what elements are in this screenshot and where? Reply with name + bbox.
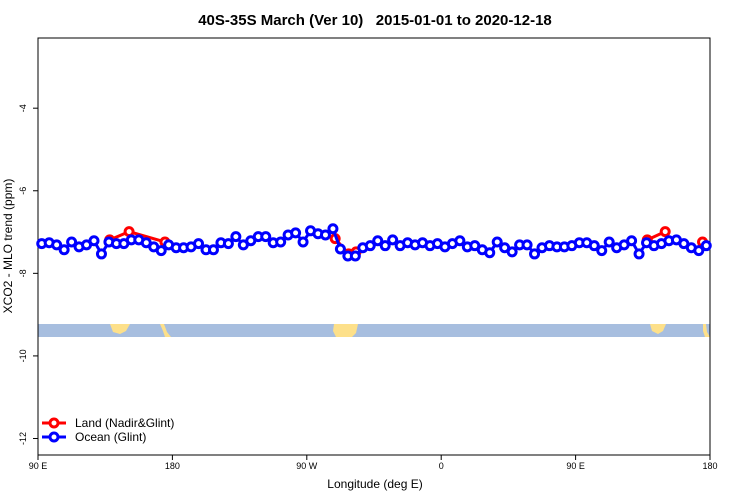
x-tick-label: 90 E	[566, 461, 585, 471]
point	[596, 245, 608, 257]
y-tick-label: -10	[18, 349, 28, 362]
point	[379, 240, 391, 252]
point	[193, 238, 205, 250]
x-tick-label: 90 W	[296, 461, 318, 471]
y-tick-label: -4	[18, 104, 28, 112]
point	[603, 236, 615, 248]
point	[626, 235, 638, 247]
land-patch	[110, 324, 130, 334]
x-tick-label: 90 E	[29, 461, 48, 471]
legend-label: Land (Nadir&Glint)	[75, 416, 174, 430]
point	[372, 235, 384, 247]
point	[207, 244, 219, 256]
point	[484, 247, 496, 259]
point	[529, 248, 541, 260]
point	[66, 236, 78, 248]
point	[260, 231, 272, 243]
point	[454, 235, 466, 247]
x-tick-label: 180	[165, 461, 180, 471]
land-patch	[650, 324, 666, 334]
land-patch	[703, 324, 710, 337]
point	[327, 223, 339, 235]
point	[222, 238, 234, 250]
map-strip	[38, 324, 710, 337]
point	[491, 236, 503, 248]
point	[155, 245, 167, 257]
y-axis-label: XCO2 - MLO trend (ppm)	[1, 179, 15, 314]
point	[700, 240, 712, 252]
legend-label: Ocean (Glint)	[75, 430, 146, 444]
chart-title: 40S-35S March (Ver 10) 2015-01-01 to 202…	[198, 12, 552, 29]
point	[88, 235, 100, 247]
point	[506, 246, 518, 258]
x-tick-label: 0	[439, 461, 444, 471]
point	[58, 244, 70, 256]
y-tick-label: -12	[18, 432, 28, 445]
point	[588, 240, 600, 252]
point	[319, 229, 331, 241]
point	[95, 248, 107, 260]
point	[387, 234, 399, 246]
y-tick-label: -8	[18, 269, 28, 277]
legend-marker	[48, 417, 60, 429]
point	[659, 226, 671, 238]
point	[290, 227, 302, 239]
point	[51, 239, 63, 251]
point	[633, 248, 645, 260]
point	[693, 245, 705, 257]
land-patch	[160, 324, 171, 337]
point	[297, 236, 309, 248]
point	[521, 239, 533, 251]
point	[364, 240, 376, 252]
point	[349, 250, 361, 262]
point	[275, 236, 287, 248]
legend-marker	[48, 431, 60, 443]
point	[230, 231, 242, 243]
y-tick-label: -6	[18, 187, 28, 195]
x-tick-label: 180	[702, 461, 717, 471]
x-axis-label: Longitude (deg E)	[327, 477, 422, 491]
land-patch	[333, 324, 358, 337]
point	[334, 243, 346, 255]
ocean-strip	[38, 324, 710, 337]
